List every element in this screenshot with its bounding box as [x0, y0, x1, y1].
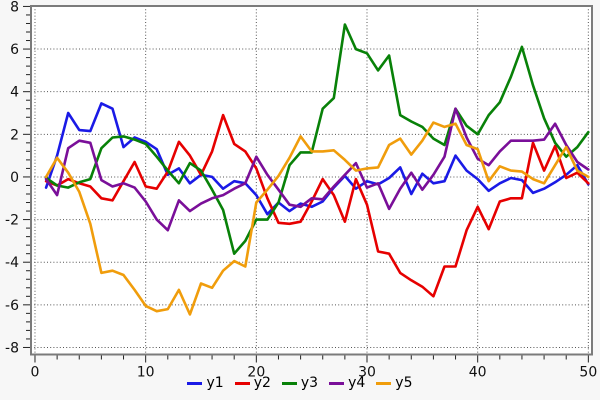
series-y5: [44, 121, 590, 316]
legend-label-y2: y2: [253, 375, 271, 391]
legend-item-y2: y2: [234, 375, 271, 391]
axis-labels: 0 10 20 30 40 50 -8 -6 -4 -2 0 2 4 6 8: [5, 0, 597, 381]
axis-ticks: [23, 5, 589, 363]
y-tick-label: -8: [5, 340, 19, 356]
legend-item-y1: y1: [187, 375, 224, 391]
series-y4: [44, 107, 590, 232]
x-tick-label: 10: [137, 365, 155, 381]
y-tick-label: -4: [5, 255, 19, 271]
y-tick-label: 6: [10, 42, 19, 58]
x-tick-label: 0: [31, 365, 40, 381]
series-y3: [44, 23, 590, 255]
legend-item-y3: y3: [281, 375, 319, 391]
legend-label-y5: y5: [395, 375, 413, 391]
y-tick-label: 8: [10, 0, 19, 15]
y-tick-label: 4: [10, 85, 19, 101]
series-y2: [44, 113, 590, 298]
legend-label-y3: y3: [300, 375, 319, 391]
y-tick-label: -2: [5, 213, 19, 229]
legend-label-y4: y4: [348, 375, 366, 391]
x-tick-label: 40: [469, 365, 487, 381]
legend-swatch-y1: [187, 381, 203, 385]
legend-item-y5: y5: [376, 375, 413, 391]
chart-legend: y1 y2 y3 y4 y5: [0, 376, 600, 390]
x-tick-label: 50: [579, 365, 597, 381]
y-tick-label: 2: [10, 127, 19, 143]
legend-swatch-y2: [234, 381, 250, 385]
x-tick-label: 30: [358, 365, 376, 381]
x-tick-label: 20: [247, 365, 265, 381]
legend-swatch-y4: [329, 381, 345, 385]
y-tick-label: -6: [5, 298, 19, 314]
legend-item-y4: y4: [329, 376, 365, 390]
legend-label-y1: y1: [206, 375, 224, 391]
plot-frame: [30, 5, 593, 356]
series-y1: [44, 102, 590, 216]
legend-swatch-y5: [376, 381, 392, 385]
y-tick-label: 0: [10, 170, 19, 186]
gridlines: [31, 5, 592, 355]
legend-swatch-y3: [281, 381, 297, 385]
series-lines: [44, 23, 590, 316]
